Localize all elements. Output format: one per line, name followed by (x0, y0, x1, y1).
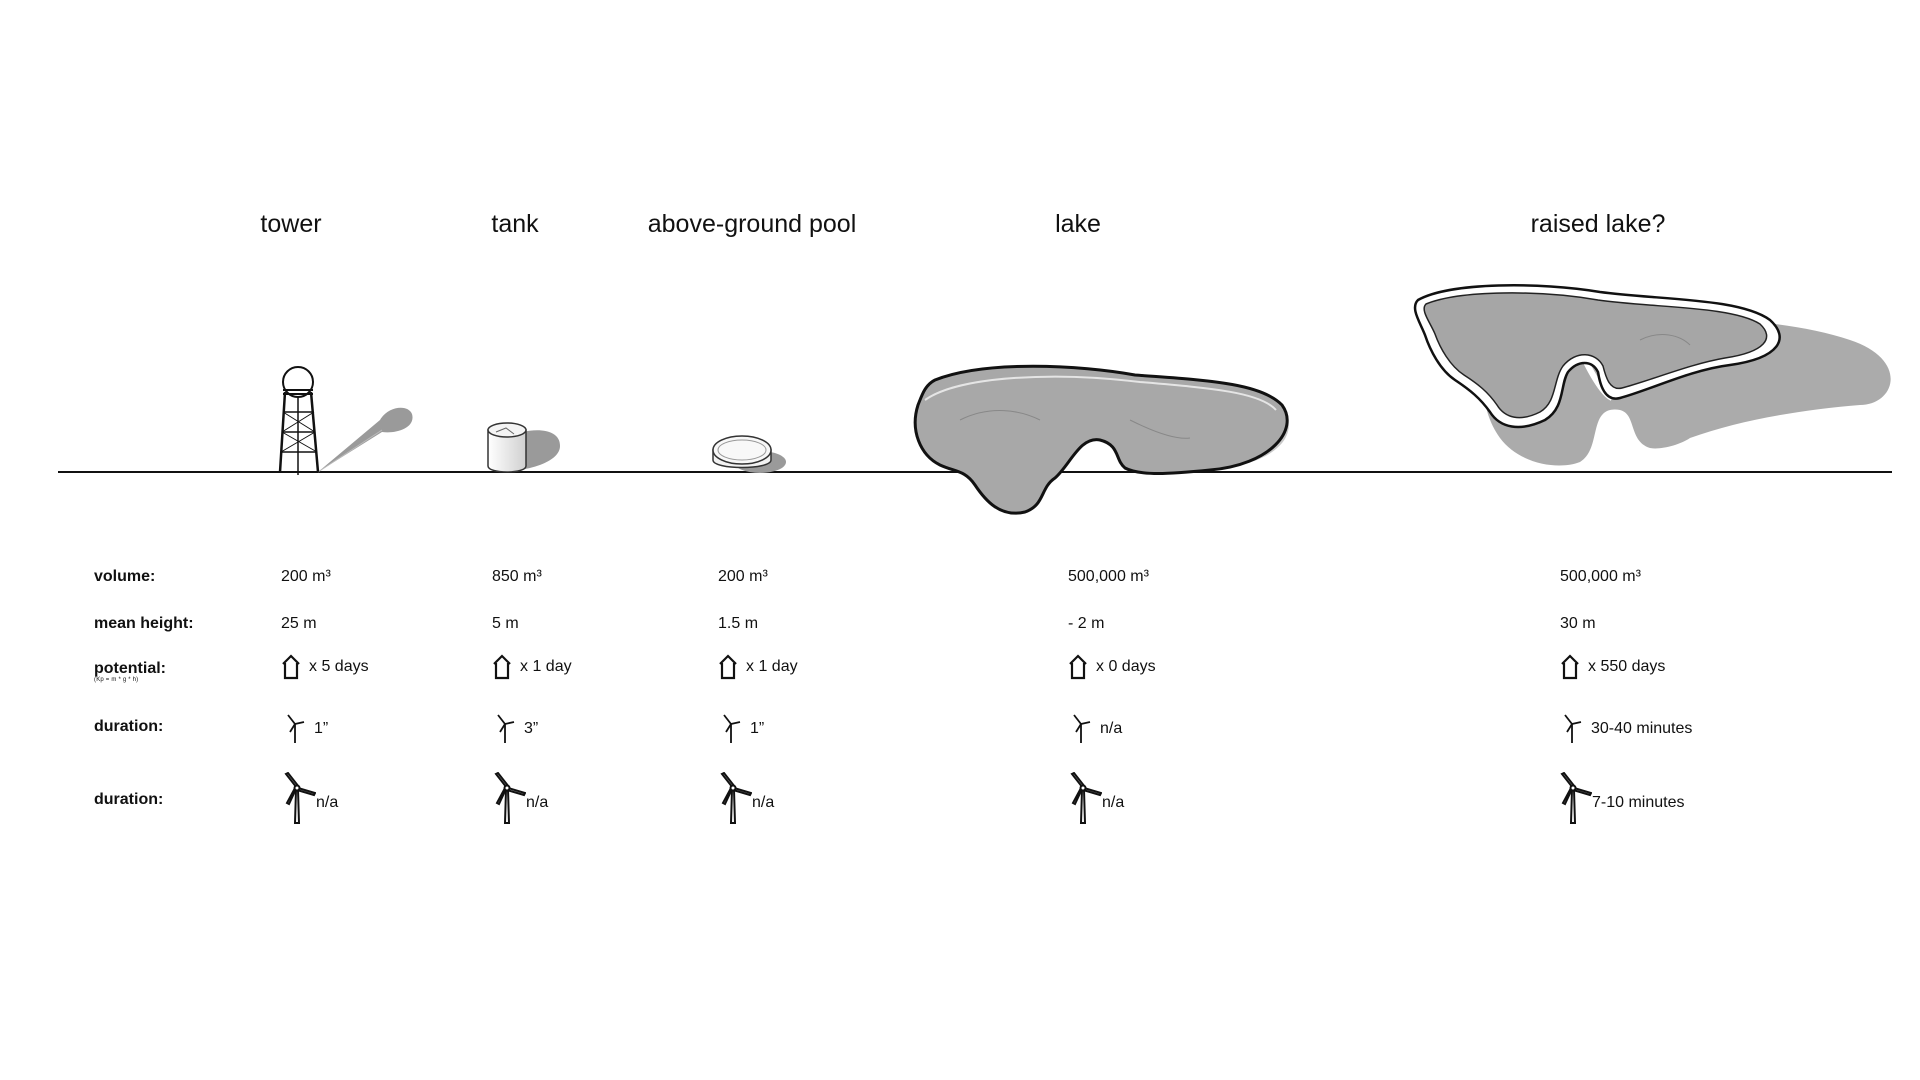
duration-large-pool-value: n/a (752, 794, 775, 811)
potential-raised-lake-value: x 550 days (1588, 658, 1666, 675)
volume-tank: 850 m³ (492, 568, 542, 585)
duration-small-tower-value: 1” (314, 720, 329, 737)
row-label-duration-large-turbine: duration: (94, 791, 164, 808)
potential-lake-value: x 0 days (1096, 658, 1156, 675)
height-raised-lake: 30 m (1560, 615, 1596, 632)
above-ground-pool (712, 435, 786, 473)
duration-large-raised-lake: 7-10 minutes (1558, 772, 1685, 824)
header-tower: tower (260, 210, 322, 238)
duration-small-tower: 1” (284, 714, 328, 744)
duration-small-pool: 1” (720, 714, 764, 744)
height-lake: - 2 m (1068, 615, 1105, 632)
tank (487, 422, 527, 473)
duration-large-tank: n/a (492, 772, 548, 824)
duration-large-lake-value: n/a (1102, 794, 1125, 811)
house-icon (1561, 654, 1579, 680)
wind-turbine-icon (720, 772, 752, 824)
house-icon (493, 654, 511, 680)
wind-turbine-icon (494, 772, 526, 824)
duration-large-tower-value: n/a (316, 794, 339, 811)
small-wind-turbine-icon (723, 714, 741, 743)
small-wind-turbine-icon (287, 714, 305, 743)
potential-tank: x 1 day (492, 654, 572, 680)
house-icon (1069, 654, 1087, 680)
wind-turbine-icon (1070, 772, 1102, 824)
small-wind-turbine-icon (1073, 714, 1091, 743)
duration-large-lake: n/a (1068, 772, 1124, 824)
header-lake: lake (1055, 210, 1101, 238)
duration-small-tank: 3” (494, 714, 538, 744)
duration-small-lake: n/a (1070, 714, 1122, 744)
volume-lake: 500,000 m³ (1068, 568, 1149, 585)
potential-tower-value: x 5 days (309, 658, 369, 675)
header-above-ground-pool: above-ground pool (647, 210, 857, 238)
header-tank: tank (491, 210, 539, 238)
raised-lake (1413, 284, 1781, 429)
potential-lake: x 0 days (1068, 654, 1156, 680)
duration-large-tower: n/a (282, 772, 338, 824)
height-tower: 25 m (281, 615, 317, 632)
header-raised-lake: raised lake? (1530, 210, 1666, 238)
house-icon (282, 654, 300, 680)
duration-small-pool-value: 1” (750, 720, 765, 737)
wind-turbine-icon (1560, 772, 1592, 824)
duration-large-tank-value: n/a (526, 794, 549, 811)
row-label-potential: potential: (94, 660, 166, 677)
duration-small-raised-lake-value: 30-40 minutes (1591, 720, 1693, 737)
water-tower (278, 366, 320, 475)
volume-raised-lake: 500,000 m³ (1560, 568, 1641, 585)
small-wind-turbine-icon (1564, 714, 1582, 743)
potential-pool-value: x 1 day (746, 658, 798, 675)
lake (913, 364, 1289, 515)
duration-small-raised-lake: 30-40 minutes (1561, 714, 1692, 744)
volume-pool: 200 m³ (718, 568, 768, 585)
potential-tower: x 5 days (281, 654, 369, 680)
duration-small-tank-value: 3” (524, 720, 539, 737)
potential-tank-value: x 1 day (520, 658, 572, 675)
house-icon (719, 654, 737, 680)
row-label-duration-small-turbine: duration: (94, 718, 164, 735)
height-tank: 5 m (492, 615, 519, 632)
duration-small-lake-value: n/a (1100, 720, 1123, 737)
wind-turbine-icon (284, 772, 316, 824)
potential-formula: (Kp = m * g * h) (94, 677, 139, 683)
small-wind-turbine-icon (497, 714, 515, 743)
potential-raised-lake: x 550 days (1560, 654, 1665, 680)
duration-large-pool: n/a (718, 772, 774, 824)
row-label-volume: volume: (94, 568, 156, 585)
volume-tower: 200 m³ (281, 568, 331, 585)
duration-large-raised-lake-value: 7-10 minutes (1592, 794, 1685, 811)
row-label-mean-height: mean height: (94, 615, 194, 632)
potential-pool: x 1 day (718, 654, 798, 680)
height-pool: 1.5 m (718, 615, 759, 632)
